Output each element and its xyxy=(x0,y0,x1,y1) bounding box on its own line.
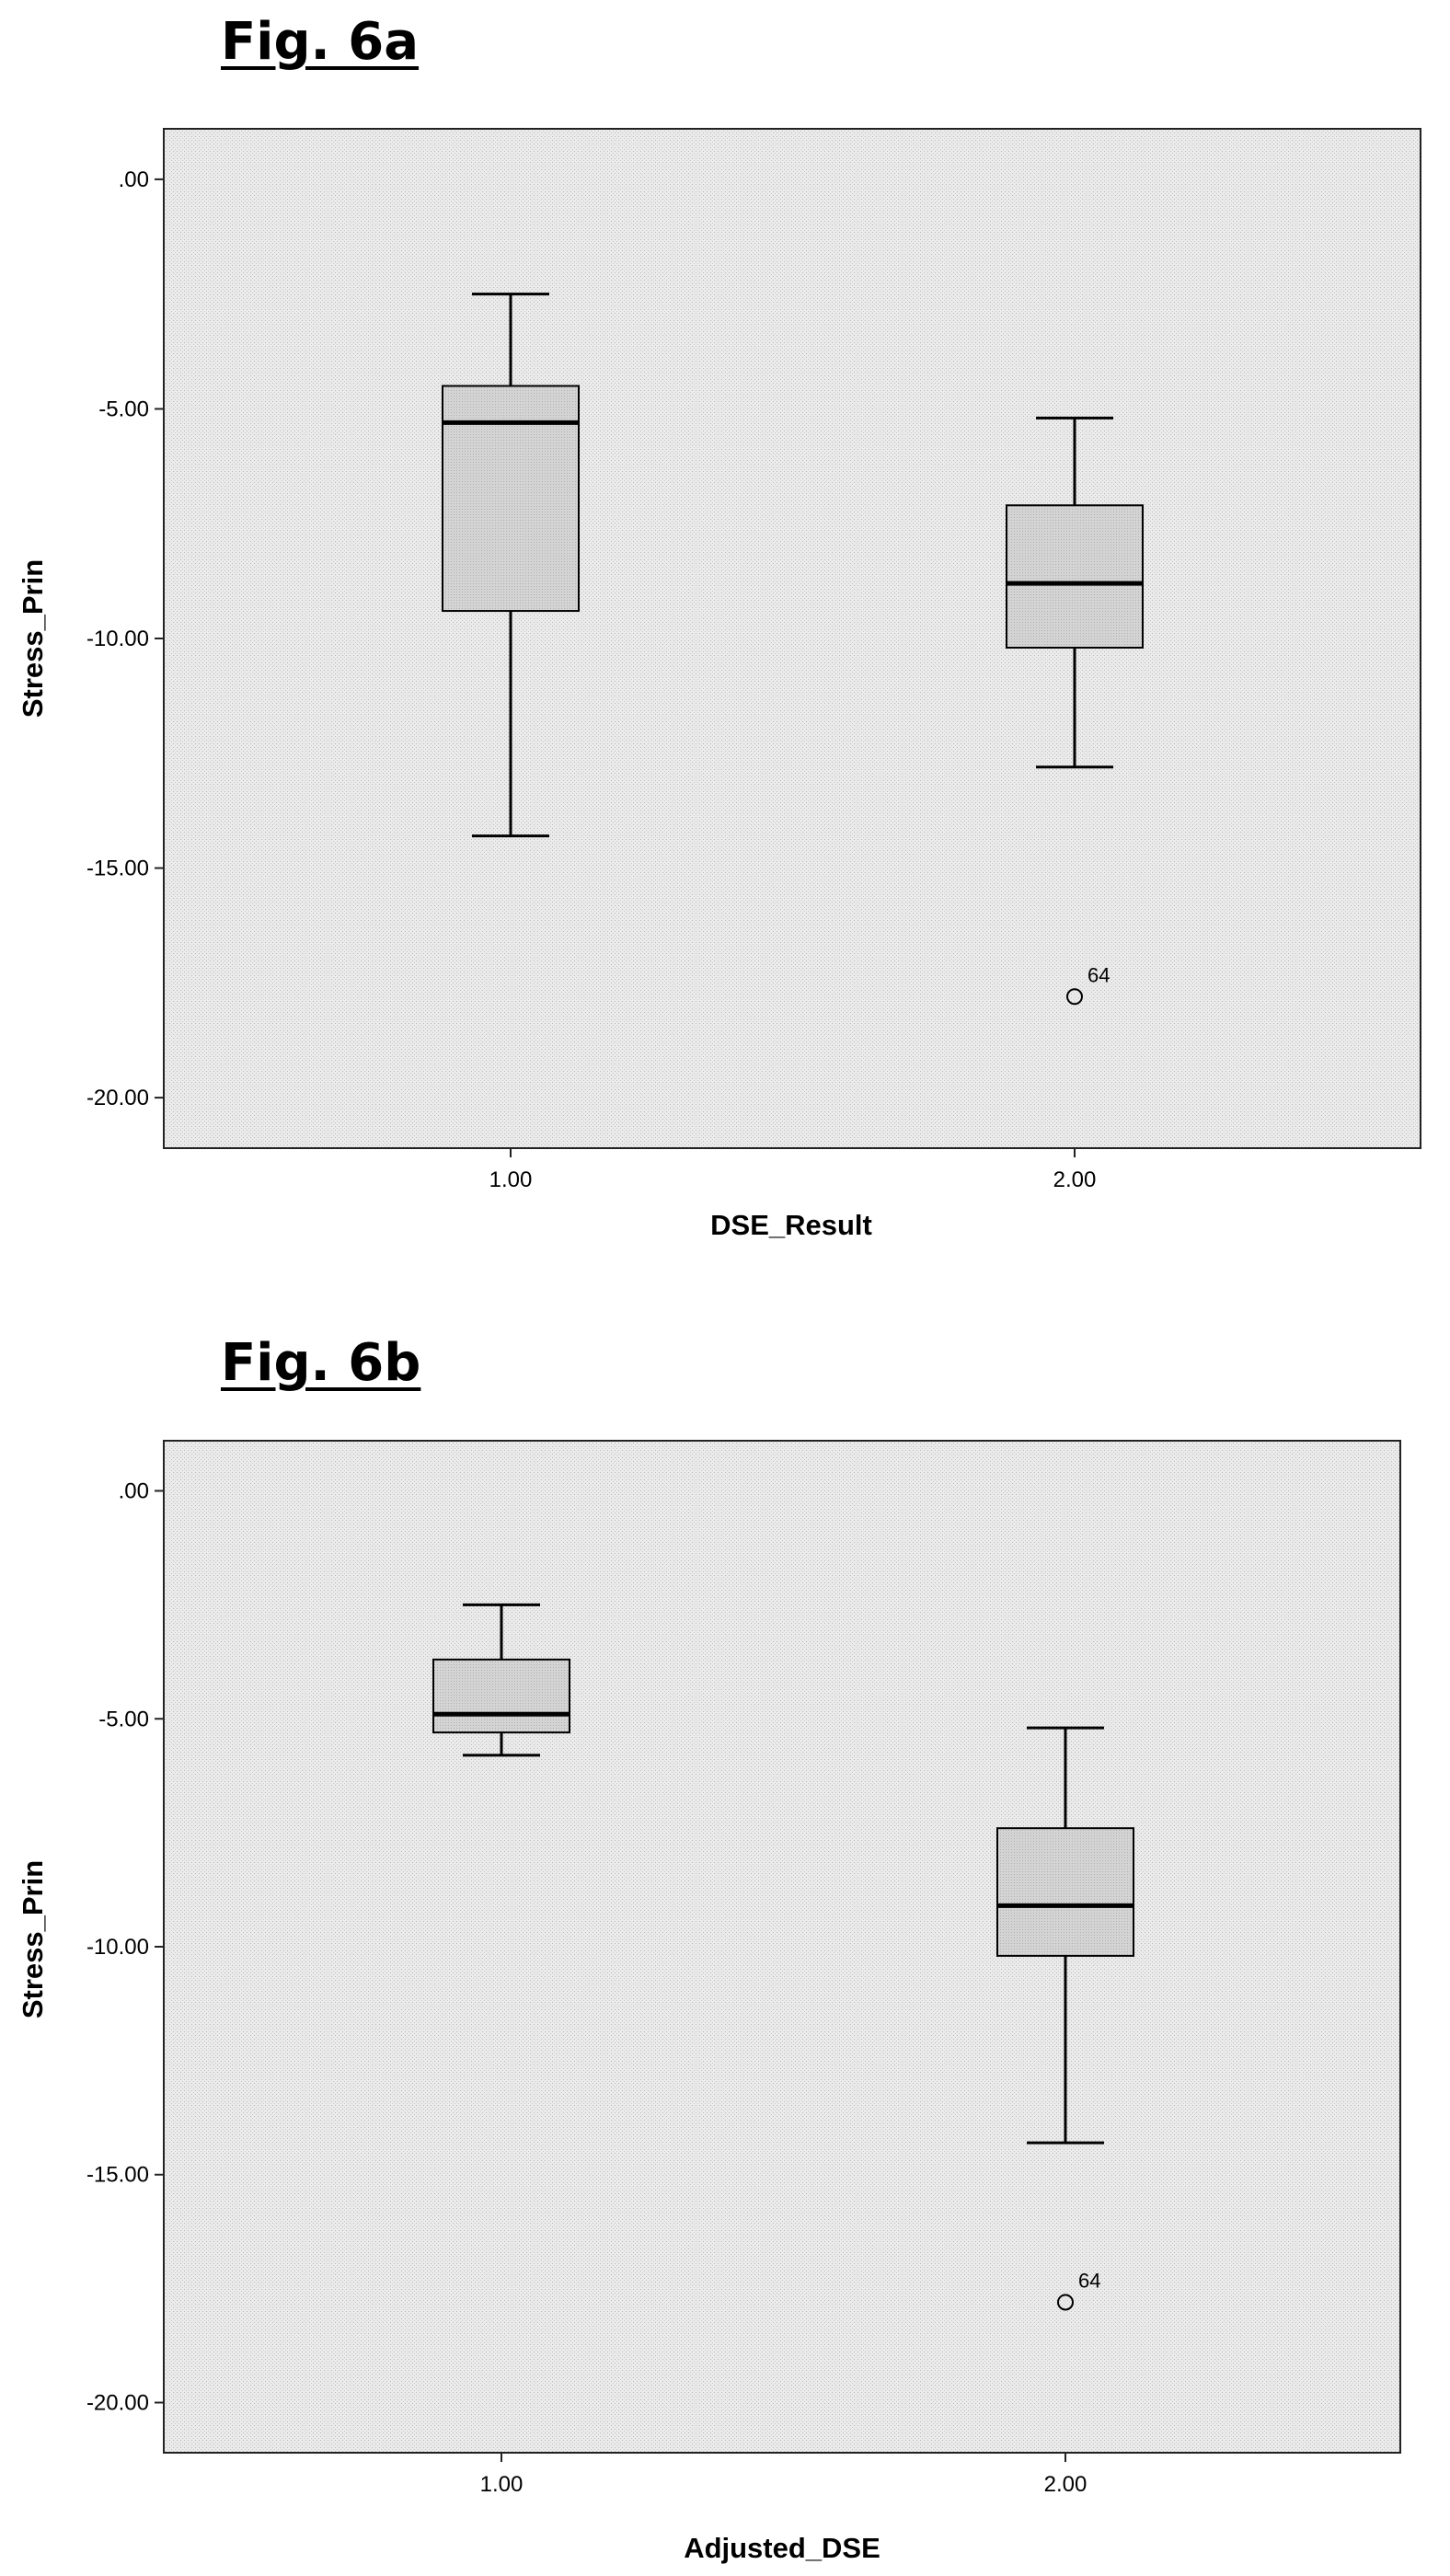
outlier-label: 64 xyxy=(1078,2269,1100,2292)
box-1 xyxy=(442,293,580,838)
x-axis: 1.00 2.00 xyxy=(480,2453,1088,2497)
box-1 xyxy=(432,1603,570,1757)
y-tick-label: -5.00 xyxy=(98,1707,149,1731)
y-axis-label: Stress_Prin xyxy=(17,559,49,718)
x-tick-label: 1.00 xyxy=(480,2472,524,2497)
box-series: 64 xyxy=(432,1603,1134,2311)
x-tick-label: 2.00 xyxy=(1044,2472,1088,2497)
outlier-point xyxy=(1066,988,1083,1006)
y-tick-label: -5.00 xyxy=(98,397,149,421)
y-tick-label: -20.00 xyxy=(86,1086,149,1110)
box-plot-chart-6a: .00 -5.00 -10.00 -15.00 -20.00 64 1.00 2.00 S… xyxy=(17,128,1421,1241)
y-tick-label: -10.00 xyxy=(86,1935,149,1960)
box-iqr xyxy=(442,385,580,613)
y-tick-label: -10.00 xyxy=(86,627,149,651)
figure-title-6b: Fig. 6b xyxy=(221,1333,421,1393)
plot-area xyxy=(163,1440,1401,2454)
y-tick-label: .00 xyxy=(119,167,149,192)
box-plot-chart-6b: .00 -5.00 -10.00 -15.00 -20.00 64 1.00 2.00 S… xyxy=(17,1440,1401,2564)
y-tick-label: .00 xyxy=(119,1479,149,1504)
box-iqr xyxy=(432,1658,570,1734)
x-axis: 1.00 2.00 xyxy=(489,1148,1097,1192)
box-series: 64 xyxy=(442,293,1144,1006)
box-2: 64 xyxy=(1006,416,1144,1006)
box-iqr xyxy=(1006,504,1144,649)
outlier-label: 64 xyxy=(1088,963,1110,986)
y-axis: .00 -5.00 -10.00 -15.00 -20.00 xyxy=(86,1479,164,2415)
x-axis-label: Adjusted_DSE xyxy=(684,2532,880,2564)
x-tick-label: 1.00 xyxy=(489,1167,533,1192)
box-2: 64 xyxy=(996,1726,1134,2311)
y-axis-label: Stress_Prin xyxy=(17,1860,49,2018)
outlier-point xyxy=(1057,2294,1074,2311)
y-tick-label: -15.00 xyxy=(86,857,149,881)
plot-area xyxy=(163,128,1421,1149)
x-tick-label: 2.00 xyxy=(1053,1167,1097,1192)
y-tick-label: -15.00 xyxy=(86,2163,149,2188)
box-iqr xyxy=(996,1827,1134,1957)
y-axis: .00 -5.00 -10.00 -15.00 -20.00 xyxy=(86,167,164,1110)
figure-title-6a: Fig. 6a xyxy=(221,12,420,72)
y-tick-label: -20.00 xyxy=(86,2390,149,2415)
x-axis-label: DSE_Result xyxy=(710,1209,872,1241)
